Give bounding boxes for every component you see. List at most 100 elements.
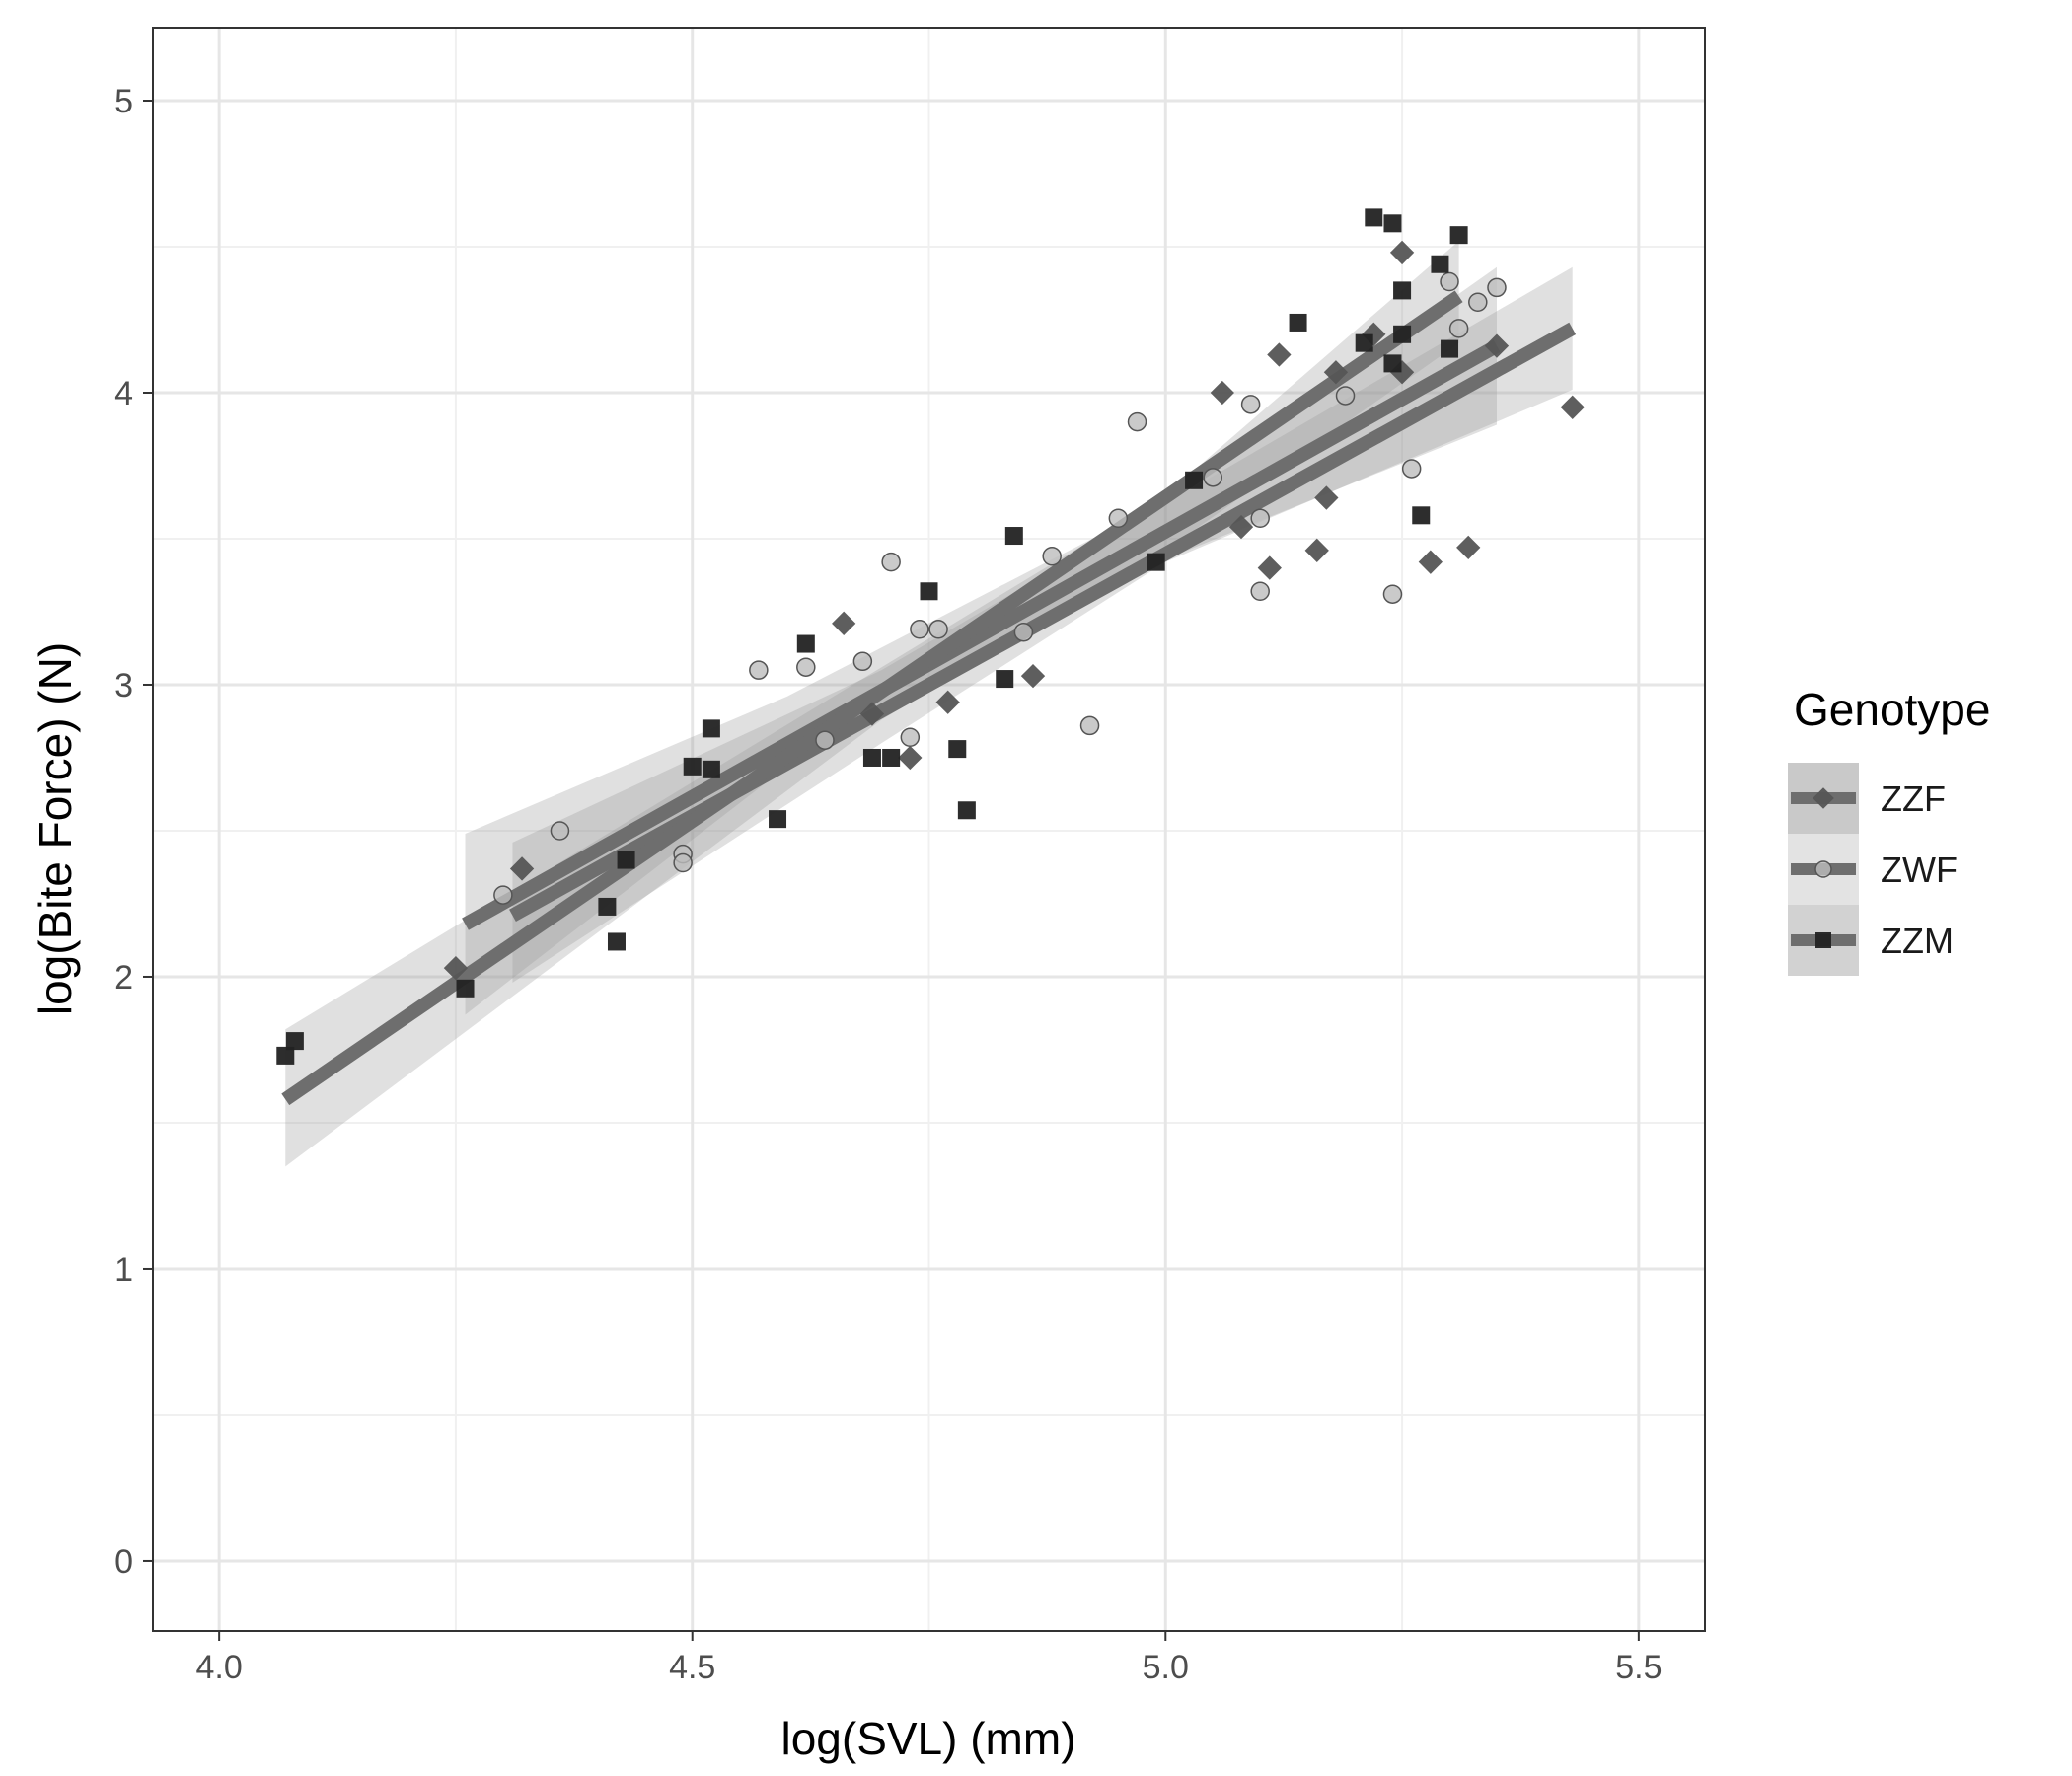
data-point-zzf — [832, 611, 856, 635]
data-points — [276, 208, 1585, 1065]
data-point-zzm — [1147, 553, 1165, 571]
x-tick-label: 4.5 — [669, 1649, 715, 1686]
data-point-zwf — [749, 660, 769, 680]
data-point-zzm — [702, 719, 720, 738]
plot-panel — [152, 27, 1706, 1632]
data-point-zwf — [852, 651, 873, 672]
data-point-zzf — [1362, 322, 1386, 346]
data-point-zzm — [1449, 226, 1468, 245]
legend-keys: ZZF ZWF ZZM — [1788, 763, 1958, 976]
x-tick-label: 5.5 — [1615, 1649, 1662, 1686]
data-point-zwf — [881, 552, 901, 572]
data-point-zwf — [1203, 468, 1222, 487]
x-axis-title: log(SVL) (mm) — [780, 1713, 1075, 1764]
data-point-zzm — [1393, 281, 1412, 300]
data-point-zwf — [1401, 459, 1422, 479]
data-point-zwf — [1079, 715, 1100, 736]
data-point-zwf — [1335, 386, 1356, 406]
regression-line-zzm — [281, 290, 1463, 1106]
data-point-zwf — [910, 619, 929, 639]
data-point-zzm — [1355, 333, 1373, 352]
data-point-zwf — [928, 619, 948, 639]
data-point-zzf — [1020, 663, 1046, 689]
data-point-zzm — [920, 582, 938, 601]
data-point-zzm — [285, 1032, 304, 1051]
data-point-zzm — [769, 810, 787, 829]
data-point-zzf — [1228, 514, 1254, 540]
data-point-zwf — [1250, 508, 1270, 529]
data-point-zzf — [1484, 333, 1510, 358]
legend-label-zzm: ZZM — [1881, 921, 1954, 961]
y-tick-label: 2 — [114, 959, 133, 997]
regression-line-zzf — [462, 339, 1501, 930]
data-point-zwf — [900, 727, 921, 748]
data-point-zzm — [1004, 527, 1023, 546]
data-point-zzf — [935, 690, 960, 714]
data-point-zzf — [509, 856, 535, 881]
x-tick-label: 5.0 — [1143, 1649, 1189, 1686]
legend-key-marker — [1815, 932, 1831, 948]
data-point-zwf — [493, 885, 513, 905]
data-point-zzf — [1456, 535, 1481, 560]
regression-lines — [281, 290, 1577, 1106]
data-point-zwf — [1042, 546, 1062, 566]
y-axis-title: log(Bite Force) (N) — [30, 642, 81, 1015]
x-axis: 4.0 4.5 5.0 5.5 — [196, 1631, 1662, 1686]
data-point-zzf — [898, 745, 923, 771]
data-point-zzm — [948, 740, 967, 759]
data-point-zwf — [1440, 271, 1459, 292]
data-point-zzm — [996, 670, 1014, 689]
data-point-zwf — [1013, 622, 1034, 642]
data-point-zzm — [882, 748, 901, 767]
data-point-zzm — [862, 748, 881, 767]
legend-label-zzf: ZZF — [1881, 778, 1946, 819]
data-point-zzm — [1289, 313, 1307, 332]
legend-key-marker — [1814, 860, 1832, 878]
data-point-zzm — [1441, 339, 1459, 358]
data-point-zzf — [1257, 555, 1282, 580]
data-point-zzm — [456, 979, 475, 998]
data-point-zzm — [702, 760, 720, 778]
data-point-zwf — [1382, 584, 1403, 604]
data-point-zwf — [1448, 319, 1469, 338]
data-point-zwf — [1250, 581, 1270, 602]
data-point-zzf — [859, 702, 885, 726]
panel-border — [152, 27, 1706, 1632]
data-point-zwf — [1108, 508, 1129, 529]
data-point-zzf — [1267, 342, 1292, 367]
data-point-zzm — [683, 757, 702, 776]
legend-title: Genotype — [1794, 684, 1990, 735]
data-point-zwf — [550, 821, 570, 841]
data-point-zzm — [617, 851, 635, 869]
legend-label-zwf: ZWF — [1881, 850, 1958, 890]
data-point-zzm — [796, 634, 815, 653]
y-axis: 0 1 2 3 4 5 — [114, 83, 153, 1581]
data-point-zwf — [673, 852, 693, 873]
data-point-zzm — [1393, 325, 1412, 343]
data-point-zzm — [1365, 208, 1383, 227]
data-point-zzf — [1210, 380, 1234, 406]
y-tick-label: 3 — [114, 667, 133, 704]
data-point-zwf — [796, 657, 816, 677]
data-point-zzm — [1383, 354, 1402, 373]
data-point-zzm — [1412, 506, 1431, 525]
y-tick-label: 1 — [114, 1251, 133, 1289]
data-point-zzm — [1383, 214, 1402, 233]
data-point-zzf — [1323, 360, 1349, 385]
x-tick-label: 4.0 — [196, 1649, 243, 1686]
data-point-zzm — [598, 897, 617, 916]
legend: Genotype ZZF ZWF ZZM — [1788, 684, 1990, 976]
data-point-zzf — [1418, 550, 1443, 574]
data-point-zzm — [607, 932, 626, 951]
legend-key-marker — [1813, 787, 1834, 809]
data-point-zwf — [1127, 411, 1147, 432]
data-point-zzm — [276, 1046, 295, 1065]
data-point-zzf — [1560, 395, 1585, 419]
data-point-zwf — [1240, 395, 1261, 414]
data-point-zzf — [443, 955, 469, 981]
data-point-zwf — [1468, 292, 1488, 312]
y-tick-label: 4 — [114, 375, 133, 412]
data-point-zzf — [1304, 538, 1329, 562]
data-point-zzf — [1314, 485, 1339, 510]
